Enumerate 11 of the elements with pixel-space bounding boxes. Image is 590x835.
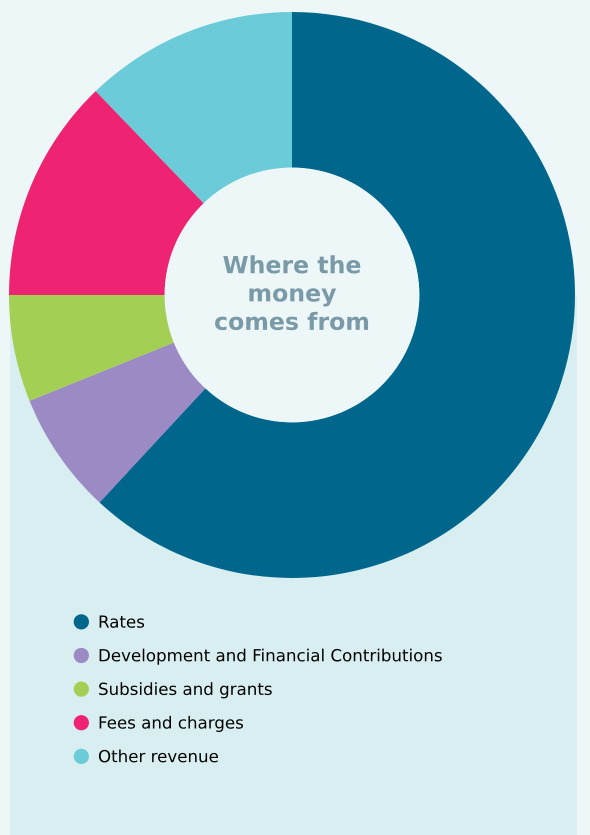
donut-slice — [9, 295, 174, 401]
legend-label: Rates — [100, 616, 144, 628]
donut-slice — [9, 91, 204, 295]
legend-label: Other revenue — [98, 750, 218, 762]
legend-label: Subsidies and grants — [99, 682, 272, 698]
text: Where the money comes from — [215, 255, 368, 330]
donut-slice — [96, 12, 292, 204]
donut-slice — [100, 12, 575, 578]
donut-slice — [30, 342, 206, 503]
legend-label: Fees and charges — [100, 716, 244, 732]
legend-label: Development and Financial Contributions — [100, 648, 442, 665]
